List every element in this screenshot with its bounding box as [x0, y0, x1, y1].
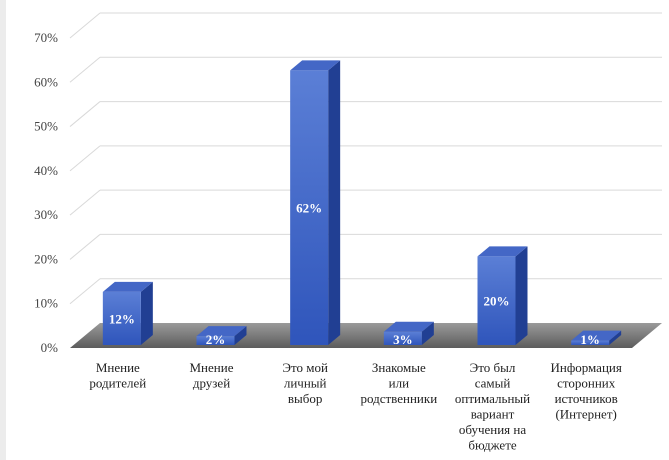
bar-front	[477, 256, 516, 345]
bar	[477, 246, 528, 345]
category-label-line: личный	[284, 376, 327, 391]
category-label: Мнение друзей	[190, 360, 234, 391]
y-tick-label: 70%	[34, 30, 58, 45]
y-tick-label: 0%	[41, 340, 59, 355]
bar	[102, 281, 153, 345]
bar-front	[383, 331, 422, 345]
bars	[102, 60, 622, 346]
category-label: Мнение родителей	[89, 360, 146, 391]
y-tick-label: 30%	[34, 207, 58, 222]
bar	[290, 60, 341, 346]
category-label-line: вариант	[471, 407, 515, 422]
y-tick-label: 40%	[34, 163, 58, 178]
category-label-line: Мнение	[96, 360, 140, 375]
bar-side	[421, 321, 434, 345]
category-label-line: друзей	[193, 376, 230, 391]
bar-front	[571, 340, 610, 345]
y-tick-label: 20%	[34, 251, 58, 266]
bar-side	[609, 330, 622, 345]
category-label-line: родственники	[360, 391, 437, 406]
category-label-line: Информация	[550, 360, 621, 375]
bar-side	[515, 246, 528, 345]
category-label-line: источников	[555, 391, 618, 406]
gridline-depth	[69, 278, 101, 305]
category-label-line: Мнение	[190, 360, 234, 375]
category-label-line: Это мой	[282, 360, 328, 375]
y-tick-label: 10%	[34, 296, 58, 311]
category-label-line: самый	[475, 376, 511, 391]
bar	[571, 330, 622, 345]
gridline-depth	[69, 101, 101, 127]
category-label: Информация сторонних источников (Интернет)	[550, 360, 621, 422]
category-label-line: обучения на	[459, 422, 527, 437]
category-label-line: бюджете	[468, 438, 517, 453]
bar-top	[290, 60, 341, 71]
y-axis-ticks: 0% 10% 20% 30% 40% 50% 60% 70%	[34, 30, 58, 355]
bar	[383, 321, 434, 345]
bar	[196, 326, 247, 345]
gridline-depth	[69, 56, 101, 83]
category-label: Знакомые или родственники	[360, 360, 437, 406]
category-label: Это был самый оптимальный вариант обучения н…	[455, 360, 530, 453]
bar-top	[571, 330, 622, 341]
bar-top	[196, 326, 247, 337]
category-label-line: (Интернет)	[555, 407, 616, 422]
data-label: 2%	[206, 332, 226, 347]
category-label-line: или	[389, 376, 409, 391]
bar-top	[477, 246, 528, 257]
bar-top	[383, 321, 434, 332]
y-tick-label: 50%	[34, 119, 58, 134]
category-label-line: родителей	[89, 376, 146, 391]
bar-side	[234, 326, 247, 345]
category-label-line: выбор	[288, 391, 323, 406]
data-label: 62%	[296, 201, 322, 216]
bar-side	[328, 60, 341, 346]
data-labels: 12% 2% 62% 3% 20% 1%	[109, 201, 600, 347]
gridline-depth	[69, 145, 101, 172]
bar-front	[102, 291, 141, 345]
left-border-strip	[0, 0, 6, 460]
category-label: Это мой личный выбор	[282, 360, 328, 406]
y-tick-label: 60%	[34, 74, 58, 89]
category-label-line: оптимальный	[455, 391, 530, 406]
bar-front	[290, 70, 329, 345]
data-label: 3%	[393, 332, 413, 347]
gridline-depth	[69, 12, 101, 39]
data-label: 20%	[484, 294, 510, 309]
category-label-line: Знакомые	[372, 360, 426, 375]
bar-side	[140, 281, 153, 345]
category-label-line: сторонних	[557, 376, 616, 391]
bar-top	[102, 281, 153, 292]
gridlines	[69, 12, 662, 305]
bar-front	[196, 336, 235, 345]
data-label: 1%	[580, 332, 600, 347]
gridline-depth	[69, 189, 101, 216]
category-label-line: Это был	[470, 360, 516, 375]
data-label: 12%	[109, 311, 135, 326]
gridline-depth	[69, 234, 101, 260]
